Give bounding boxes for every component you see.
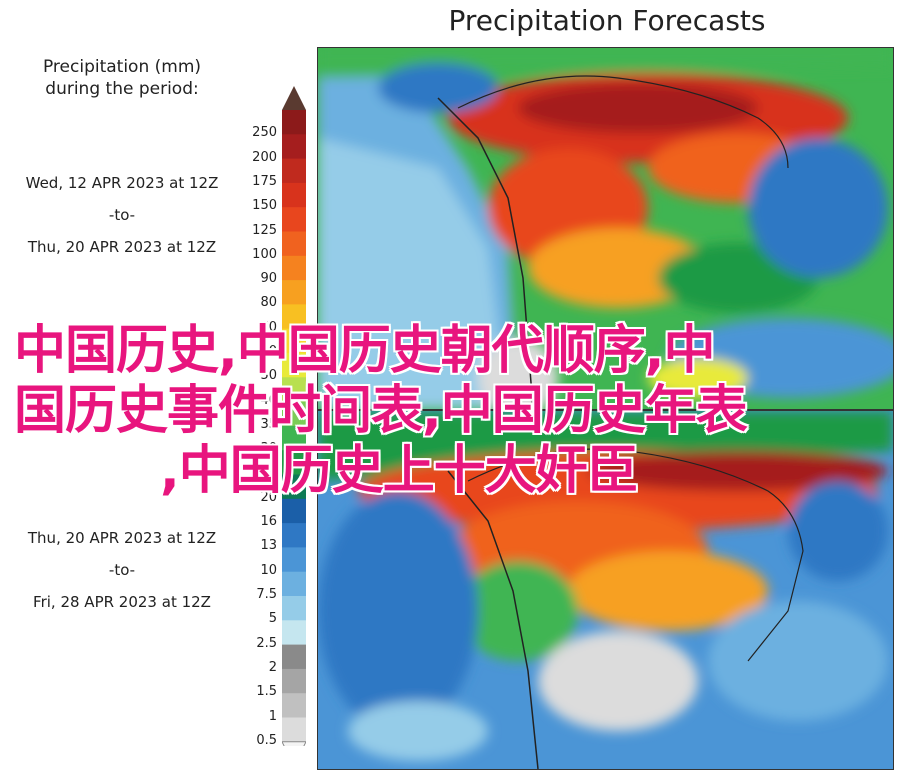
- colorbar-top-arrow: [282, 86, 306, 110]
- legend-title-line1: Precipitation (mm): [42, 57, 202, 77]
- colorbar-swatch: [282, 328, 306, 354]
- colorbar-tick-label: 2.5: [256, 635, 277, 651]
- colorbar-tick-label: 175: [252, 173, 277, 189]
- map-panel-period-2: [317, 410, 894, 770]
- colorbar-tick-label: 40: [260, 392, 277, 408]
- colorbar-tick-label: 250: [252, 125, 277, 141]
- colorbar-tick-label: 35: [260, 416, 277, 432]
- period-1-end: Thu, 20 APR 2023 at 12Z: [27, 238, 217, 256]
- colorbar-tick-label: 1: [268, 708, 277, 724]
- colorbar-tick-label: 70: [260, 319, 277, 335]
- colorbar-tick-label: 90: [260, 271, 277, 287]
- colorbar-swatch: [282, 280, 306, 305]
- colorbar-swatch: [282, 693, 306, 718]
- colorbar-tick-label: 0.5: [256, 732, 277, 748]
- colorbar-swatch: [282, 353, 306, 378]
- colorbar-tick-label: 25: [260, 465, 277, 481]
- colorbar-swatch: [282, 717, 306, 743]
- colorbar-tick-label: 20: [260, 489, 277, 505]
- colorbar-swatch: [282, 231, 306, 257]
- page-title: Precipitation Forecasts: [448, 4, 766, 37]
- period-1-label: Wed, 12 APR 2023 at 12Z -to- Thu, 20 APR…: [4, 167, 240, 263]
- colorbar-tick-label: 150: [252, 198, 277, 214]
- colorbar-swatch: [282, 255, 306, 281]
- colorbar-swatch: [282, 644, 306, 670]
- colorbar-swatch: [282, 547, 306, 573]
- colorbar-swatch: [282, 158, 306, 184]
- colorbar-tick-label: 10: [260, 562, 277, 578]
- legend-title-line2: during the period:: [45, 79, 199, 99]
- period-2-separator: -to-: [108, 561, 136, 579]
- colorbar-tick-label: 80: [260, 295, 277, 311]
- colorbar-tick-label: 1.5: [256, 684, 277, 700]
- colorbar-swatch: [282, 596, 306, 621]
- period-2-start: Thu, 20 APR 2023 at 12Z: [27, 529, 217, 547]
- precipitation-map-1: [318, 48, 893, 409]
- colorbar-swatch: [282, 425, 306, 451]
- colorbar-swatch: [282, 450, 306, 475]
- colorbar-swatch: [282, 110, 306, 135]
- colorbar-tick-label: 16: [260, 514, 277, 530]
- period-2-end: Fri, 28 APR 2023 at 12Z: [33, 593, 211, 611]
- legend-title: Precipitation (mm) during the period:: [4, 56, 240, 100]
- colorbar-tick-label: 200: [252, 149, 277, 165]
- colorbar-swatch: [282, 401, 306, 427]
- colorbar-swatch: [282, 668, 306, 694]
- period-1-start: Wed, 12 APR 2023 at 12Z: [25, 174, 219, 192]
- colorbar-tick-label: 30: [260, 441, 277, 457]
- colorbar-swatch: [282, 571, 306, 597]
- precipitation-map-2: [318, 411, 893, 769]
- colorbar-swatch: [282, 207, 306, 232]
- colorbar-swatch: [282, 377, 306, 403]
- period-1-separator: -to-: [108, 206, 136, 224]
- colorbar-swatch: [282, 182, 306, 208]
- colorbar-tick-label: 5: [268, 611, 277, 627]
- colorbar-bottom-arrow: [282, 741, 306, 746]
- colorbar-tick-label: 60: [260, 344, 277, 359]
- period-2-label: Thu, 20 APR 2023 at 12Z -to- Fri, 28 APR…: [4, 522, 240, 618]
- colorbar-swatch: [282, 523, 306, 548]
- colorbar-tick-label: 13: [260, 538, 277, 554]
- precipitation-colorbar: [282, 86, 306, 746]
- colorbar-swatch: [282, 620, 306, 646]
- map-panel-period-1: [317, 47, 894, 410]
- colorbar-swatch: [282, 134, 306, 160]
- colorbar-swatch: [282, 498, 306, 524]
- colorbar-tick-label: 2: [268, 659, 277, 675]
- colorbar-tick-label: 50: [260, 368, 277, 384]
- colorbar-tick-label: 100: [252, 246, 277, 262]
- colorbar-swatch: [282, 474, 306, 500]
- colorbar-tick-label: 125: [252, 222, 277, 238]
- colorbar-tick-label: 7.5: [256, 587, 277, 602]
- colorbar-swatch: [282, 304, 306, 330]
